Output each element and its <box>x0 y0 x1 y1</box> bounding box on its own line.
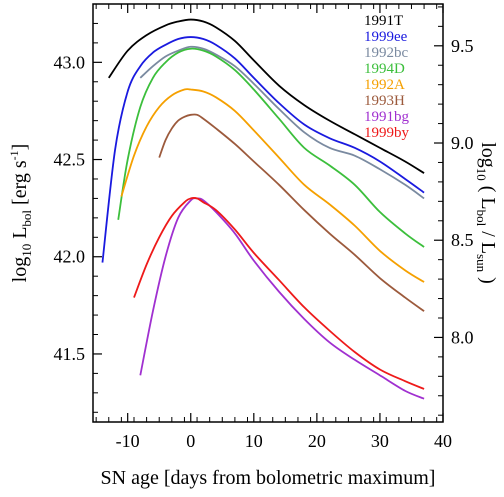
y2-axis-title-sub: 10 <box>474 168 489 181</box>
y2-tick-label: 9.0 <box>451 133 474 153</box>
x-tick-label: -10 <box>116 431 140 451</box>
legend: 1991T1999ee1992bc1994D1992A1993H1991bg19… <box>364 13 410 141</box>
plot-frame <box>92 3 444 423</box>
y2-tick-label: 8.5 <box>451 230 474 250</box>
series-line-1999by <box>133 197 425 390</box>
y-axis-title-sup: -1 <box>7 150 21 160</box>
y-tick-label: 42.0 <box>54 247 86 267</box>
y2-axis-title-sub3: sun <box>474 254 489 273</box>
legend-label-1992a: 1992A <box>364 77 405 93</box>
series-line-1992bc <box>139 45 425 200</box>
x-tick-label: 20 <box>308 431 326 451</box>
y-axis-title-sub: 10 <box>19 244 34 257</box>
series-line-1999ee <box>101 36 425 263</box>
series-line-1993h <box>158 113 425 312</box>
series-layer <box>101 18 425 400</box>
y-axis-title-end: ] <box>9 144 31 151</box>
y2-axis-title-sub2: bol <box>474 210 489 227</box>
legend-label-1999ee: 1999ee <box>364 29 408 45</box>
y-axis-title: log10 Lbol [erg s-1] <box>7 144 34 283</box>
series-line-1994d <box>117 47 425 248</box>
legend-label-1993h: 1993H <box>364 93 405 109</box>
y2-axis-title-end: ) <box>477 272 499 284</box>
ticks-layer: -10 0 10 20 30 40 41.5 42.0 42.5 43.0 8.0 8.5 9.0 9.5 <box>54 4 474 451</box>
y2-axis-title-mid: ( L <box>477 181 499 210</box>
y-tick-label: 42.5 <box>54 150 86 170</box>
y2-axis-title-log: log <box>477 142 499 168</box>
x-axis-title: SN age [days from bolometric maximum] <box>101 467 436 489</box>
legend-label-1991t: 1991T <box>364 13 403 29</box>
x-tick-label: 30 <box>371 431 389 451</box>
y2-axis-title: log10 ( Lbol / Lsun ) <box>474 142 499 284</box>
series-line-1992a <box>120 88 425 283</box>
series-line-1991bg <box>139 197 425 400</box>
y2-tick-label: 8.0 <box>451 327 474 347</box>
x-tick-label: 0 <box>186 431 195 451</box>
legend-label-1992bc: 1992bc <box>364 45 409 61</box>
y-axis-title-log: log <box>9 257 31 283</box>
y-axis-title-sub2: bol <box>19 210 34 227</box>
legend-label-1994d: 1994D <box>364 61 405 77</box>
x-tick-label: 10 <box>245 431 263 451</box>
y-axis-title-mid: L <box>9 227 31 244</box>
x-tick-label: 40 <box>434 431 452 451</box>
y-tick-label: 41.5 <box>54 344 86 364</box>
y-tick-label: 43.0 <box>54 52 86 72</box>
legend-label-1999by: 1999by <box>364 125 410 141</box>
legend-label-1991bg: 1991bg <box>364 109 410 125</box>
y2-tick-label: 9.5 <box>451 36 474 56</box>
y2-axis-title-mid2: / L <box>477 226 499 254</box>
series-line-1991t <box>108 18 425 174</box>
y-axis-title-units: [erg s <box>9 160 31 210</box>
